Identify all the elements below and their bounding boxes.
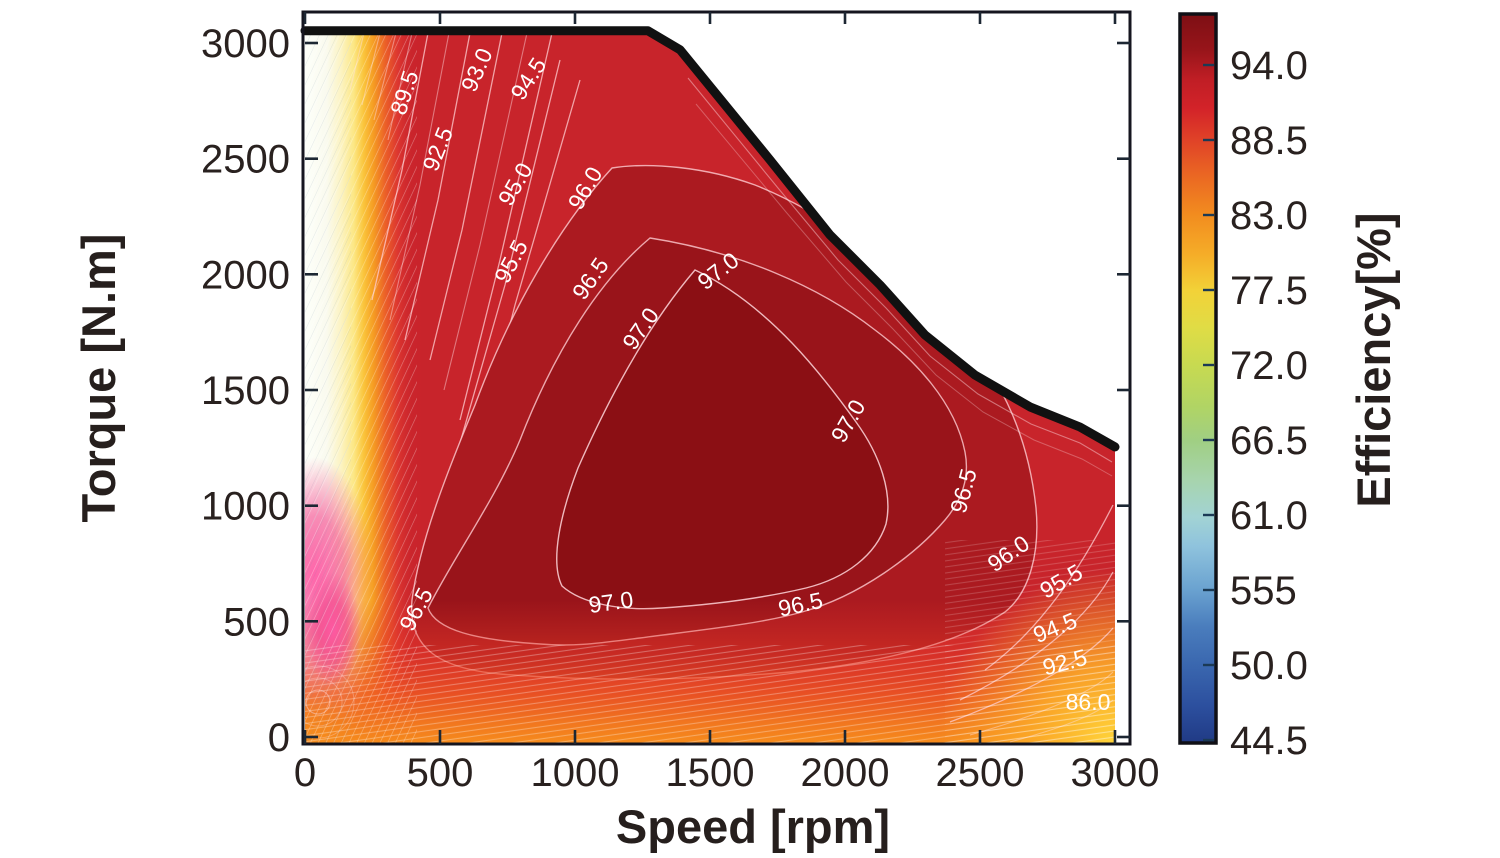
colorbar-gradient — [1178, 12, 1218, 745]
x-tick-label: 0 — [294, 751, 316, 795]
plot-border — [301, 10, 1132, 746]
y-axis-tick-labels: 0 500 1000 1500 2000 2500 3000 — [201, 22, 290, 760]
colorbar-tick-label: 72.0 — [1230, 344, 1308, 388]
x-tick-label: 2500 — [936, 751, 1025, 795]
colorbar-title: Efficiency[%] — [1347, 212, 1400, 507]
x-tick-label: 1000 — [531, 751, 620, 795]
colorbar-tick-label: 77.5 — [1230, 269, 1308, 313]
contour-label: 86.0 — [1066, 689, 1111, 715]
colorbar-tick-label: 94.0 — [1230, 44, 1308, 88]
colorbar-tick-label: 50.0 — [1230, 644, 1308, 688]
corner-striations — [945, 540, 1115, 744]
x-tick-label: 1500 — [666, 751, 755, 795]
y-tick-label: 0 — [268, 716, 290, 760]
left-striations-light — [305, 30, 351, 744]
x-axis-title: Speed [rpm] — [616, 800, 890, 853]
colorbar-tick-label: 61.0 — [1230, 494, 1308, 538]
x-tick-label: 2000 — [801, 751, 890, 795]
y-tick-label: 3000 — [201, 22, 290, 66]
colorbar-tick-label: 66.5 — [1230, 419, 1308, 463]
torque-speed-envelope-line — [300, 26, 1120, 452]
x-axis-tick-labels: 0 500 1000 1500 2000 2500 3000 — [294, 751, 1160, 795]
y-tick-label: 1500 — [201, 369, 290, 413]
colorbar-ticks — [1203, 63, 1214, 742]
colorbar-tick-label: 88.5 — [1230, 119, 1308, 163]
x-axis-ticks — [303, 12, 1117, 744]
colorbar: 94.088.583.077.572.066.561.055550.044.5 … — [1178, 12, 1400, 763]
envelope-parallel-contours — [687, 77, 1113, 477]
contour-label: 97.0 — [587, 586, 635, 618]
x-tick-label: 3000 — [1071, 751, 1160, 795]
y-tick-label: 1000 — [201, 485, 290, 529]
y-tick-label: 2000 — [201, 253, 290, 297]
colorbar-tick-labels: 94.0 88.5 83.0 77.5 72.0 66.5 61.0 555 50.0 44.5 — [1230, 44, 1308, 763]
y-axis-ticks — [305, 41, 1130, 739]
y-axis-title: Torque [N.m] — [72, 234, 125, 523]
colorbar-tick-label: 44.5 — [1230, 719, 1308, 763]
colorbar-tick-label: 555 — [1230, 569, 1297, 613]
y-tick-label: 2500 — [201, 138, 290, 182]
x-tick-label: 500 — [407, 751, 474, 795]
colorbar-tick-label: 83.0 — [1230, 194, 1308, 238]
y-tick-label: 500 — [223, 600, 290, 644]
